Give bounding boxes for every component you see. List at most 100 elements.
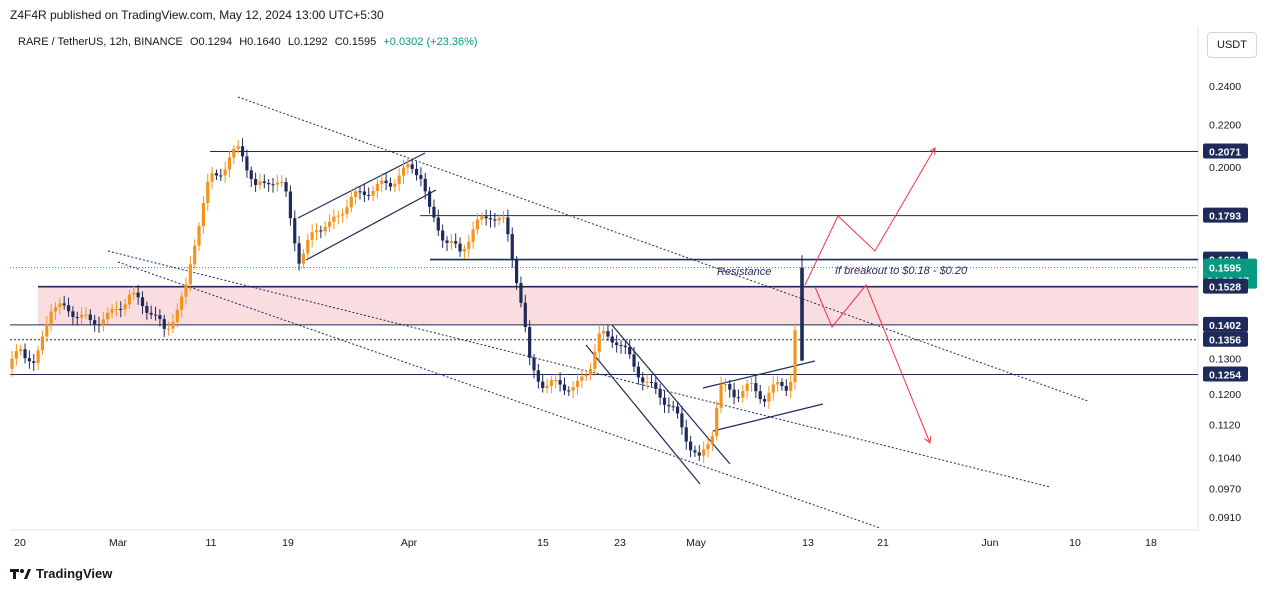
candle-body	[610, 336, 614, 343]
candle-body	[80, 314, 84, 318]
candle-body	[754, 383, 758, 392]
candle-body	[462, 249, 466, 252]
y-axis-tick-label: 0.2400	[1209, 81, 1241, 93]
y-axis-tick-label: 0.1040	[1209, 453, 1241, 465]
candle-body	[532, 357, 536, 371]
trend-channel-dotted-line	[107, 250, 1051, 488]
symbol-name[interactable]: RARE / TetherUS, 12h, BINANCE	[18, 36, 183, 48]
candle-body	[75, 317, 79, 319]
candle-body	[171, 322, 175, 329]
candle-body	[341, 214, 345, 216]
price-level-value: 0.1254	[1209, 369, 1241, 381]
candle-body	[123, 304, 127, 310]
x-axis-tick-label: 18	[1145, 537, 1157, 549]
candle-body	[367, 195, 371, 197]
price-level-value: 0.2071	[1209, 147, 1241, 159]
candle-body	[571, 387, 575, 391]
publisher-line: Z4F4R published on TradingView.com, May …	[10, 8, 384, 22]
candle-body	[401, 167, 406, 176]
symbol-ohlc-bar: RARE / TetherUS, 12h, BINANCE O0.1294 H0…	[18, 36, 482, 48]
candle-body	[84, 314, 88, 316]
x-axis-tick-label: May	[686, 537, 707, 549]
candle-body	[175, 309, 179, 323]
candle-body	[745, 383, 749, 392]
candle-body	[93, 320, 97, 325]
candle-body	[789, 381, 793, 391]
candle-body	[180, 296, 184, 310]
candle-body	[149, 312, 153, 315]
candle-body	[23, 349, 27, 359]
candle-body	[323, 226, 327, 232]
candle-body	[71, 311, 75, 318]
candle-body	[645, 381, 649, 383]
candle-body	[558, 380, 562, 385]
candle-body	[327, 221, 332, 227]
price-level-value: 0.1402	[1209, 320, 1241, 332]
candle-body	[136, 292, 140, 298]
candle-body	[793, 330, 797, 382]
candle-body	[702, 449, 706, 456]
x-axis-tick-label: 19	[282, 537, 294, 549]
candle-body	[153, 314, 158, 316]
candle-body	[562, 384, 567, 391]
candle-body	[362, 191, 366, 196]
candle-body	[654, 382, 658, 389]
candle-body	[88, 314, 92, 321]
breakout-annotation: If breakout to $0.18 - $0.20	[835, 265, 968, 277]
last-price-value: 0.1595	[1209, 263, 1241, 275]
candle-body	[575, 380, 580, 388]
trend-channel-dotted-line	[117, 261, 881, 529]
x-axis-tick-label: 10	[1069, 537, 1081, 549]
candle-body	[606, 331, 610, 337]
y-axis-tick-label: 0.1200	[1209, 389, 1241, 401]
candle-body	[271, 184, 275, 186]
y-axis-tick-label: 0.2200	[1209, 120, 1241, 132]
candle-body	[319, 230, 323, 232]
pattern-line	[585, 344, 701, 485]
candle-body	[188, 264, 192, 285]
candle-body	[758, 391, 762, 400]
candle-body	[680, 413, 684, 428]
ohlc-low: L0.1292	[287, 36, 328, 48]
tradingview-logo[interactable]: TradingView	[10, 566, 112, 581]
price-level-value: 0.1793	[1209, 211, 1241, 223]
candle-body	[723, 384, 727, 386]
candle-body	[510, 234, 514, 260]
price-level-badge	[1203, 366, 1248, 382]
candle-body	[258, 181, 262, 185]
candle-body	[219, 175, 223, 177]
candle-body	[310, 232, 314, 240]
candle-body	[454, 241, 458, 244]
candle-body	[114, 309, 118, 311]
candle-body	[288, 191, 292, 219]
candle-body	[280, 182, 284, 184]
candle-body	[593, 351, 597, 369]
candle-body	[597, 333, 601, 352]
candle-body	[184, 284, 188, 297]
candle-body	[297, 243, 301, 264]
price-level-badge	[1203, 316, 1248, 332]
currency-button[interactable]: USDT	[1207, 32, 1257, 58]
candle-body	[201, 203, 205, 227]
price-level-badge	[1203, 207, 1248, 223]
candle-body	[762, 399, 767, 402]
candle-body	[554, 380, 558, 382]
y-axis-tick-label: 0.2000	[1209, 162, 1241, 174]
candle-body	[214, 173, 219, 176]
last-candle-body	[800, 267, 804, 361]
candle-body	[27, 358, 31, 362]
candle-body	[293, 218, 297, 244]
candle-body	[254, 178, 258, 185]
candle-body	[497, 217, 501, 221]
candle-body	[193, 245, 197, 265]
candle-body	[210, 173, 214, 182]
candle-body	[45, 323, 49, 337]
ohlc-close: C0.1595	[334, 36, 377, 48]
candle-body	[767, 392, 771, 402]
candle-body	[628, 347, 632, 355]
candle-body	[728, 384, 732, 390]
candle-body	[393, 183, 397, 187]
candle-body	[493, 219, 497, 221]
pattern-line	[305, 189, 437, 261]
